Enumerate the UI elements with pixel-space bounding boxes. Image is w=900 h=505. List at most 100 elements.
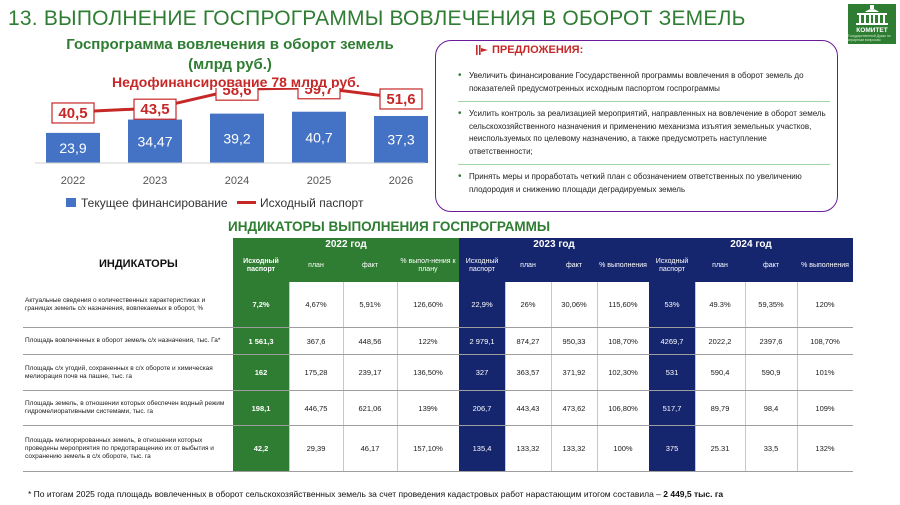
indicator-value: 98,4	[763, 403, 779, 413]
col-fact: факт	[566, 262, 582, 269]
indicator-name: Площадь с/х угодий, сохраненных в с/х об…	[25, 364, 213, 380]
cell-divider	[597, 391, 598, 425]
indicator-value: 120%	[815, 300, 835, 309]
x-tick-label: 2025	[307, 175, 331, 187]
bar-current-funding	[46, 132, 100, 163]
indicator-value: 59,35%	[758, 300, 784, 309]
indicator-value: 590,9	[761, 368, 781, 377]
indicator-value: 115,60%	[608, 300, 638, 309]
cell-divider	[289, 426, 290, 471]
indicator-value: 375	[649, 426, 695, 471]
indicator-value: 53%	[649, 282, 695, 327]
x-tick-label: 2026	[389, 175, 413, 187]
bar-value-label: 23,9	[59, 140, 86, 156]
cell-divider	[397, 426, 398, 471]
indicator-value: 621,06	[358, 403, 382, 413]
indicator-value: 239,17	[358, 368, 382, 377]
col-percent: % выполнения	[599, 262, 647, 269]
cell-divider	[397, 391, 398, 425]
cell-divider	[505, 355, 506, 390]
col-passport: Исходный паспорт	[243, 258, 279, 273]
cell-divider	[597, 328, 598, 354]
legend-label-passport: Исходный паспорт	[260, 196, 364, 210]
chart-title: Госпрограмма вовлечения в оборот земель	[66, 36, 394, 53]
indicator-value: 950,33	[562, 336, 586, 346]
col-percent: % выполнения	[801, 262, 849, 269]
indicator-value: 26%	[520, 300, 536, 309]
cell-divider	[797, 282, 798, 327]
cell-divider	[505, 391, 506, 425]
year-block-2023: 2023 год Исходный паспорт план факт % вы…	[459, 238, 649, 282]
indicator-value: 2022,2	[708, 336, 732, 346]
cell-divider	[597, 282, 598, 327]
indicator-value: 46,17	[360, 444, 380, 453]
cell-divider	[397, 355, 398, 390]
proposal-item: Усилить контроль за реализацией мероприя…	[458, 108, 830, 165]
proposals-heading-text: ПРЕДЛОЖЕНИЯ:	[492, 44, 584, 56]
indicator-value: 102,30%	[608, 368, 638, 377]
cell-divider	[551, 355, 552, 390]
cell-divider	[695, 282, 696, 327]
cell-divider	[551, 391, 552, 425]
cell-divider	[505, 426, 506, 471]
cell-divider	[797, 426, 798, 471]
indicator-value: 443,43	[516, 403, 540, 413]
bar-current-funding	[128, 119, 182, 163]
indicator-value: 371,92	[562, 368, 586, 377]
indicator-value: 126,60%	[413, 300, 443, 309]
indicator-value: 517,7	[649, 391, 695, 425]
table-row: Актуальные сведения о количественных хар…	[23, 282, 853, 328]
indicator-value: 133,32	[562, 444, 586, 453]
x-tick-label: 2023	[143, 175, 167, 187]
cell-divider	[397, 328, 398, 354]
indicator-value: 162	[233, 355, 289, 390]
indicators-label: ИНДИКАТОРЫ	[99, 258, 178, 270]
proposals-list: Увеличить финансирование Государственной…	[458, 70, 830, 208]
indicator-value: 531	[649, 355, 695, 390]
col-fact: факт	[763, 262, 779, 269]
funding-chart: 23,9 34,47 39,2 40,7 37,3 40,5 43,5 58,6 59,7 51,…	[35, 88, 428, 210]
col-passport: Исходный паспорт	[655, 258, 689, 273]
indicator-value: 198,1	[233, 391, 289, 425]
indicator-name: Площадь мелиорированных земель, в отноше…	[25, 436, 214, 460]
indicator-value: 175,28	[304, 368, 328, 377]
line-label-box	[51, 102, 95, 124]
proposals-heading: ПРЕДЛОЖЕНИЯ:	[475, 44, 583, 56]
line-label-box	[215, 88, 259, 101]
cell-divider	[343, 282, 344, 327]
x-tick-label: 2022	[61, 175, 85, 187]
hand-pointer-icon	[476, 45, 488, 55]
indicator-value: 590,4	[710, 368, 730, 377]
cell-divider	[551, 426, 552, 471]
cell-divider	[397, 282, 398, 327]
indicator-value: 327	[459, 355, 505, 390]
col-passport: Исходный паспорт	[465, 258, 499, 273]
footnote: * По итогам 2025 года площадь вовлеченны…	[28, 489, 723, 499]
line-value-label: 43,5	[140, 101, 169, 118]
indicator-name: Актуальные сведения о количественных хар…	[25, 296, 206, 312]
indicator-value: 448,56	[358, 336, 382, 346]
indicator-value: 4,67%	[305, 300, 327, 309]
indicator-value: 100%	[613, 444, 633, 453]
parliament-building-icon	[856, 5, 888, 25]
col-plan: план	[308, 262, 324, 269]
cell-divider	[343, 391, 344, 425]
footnote-text: * По итогам 2025 года площадь вовлеченны…	[28, 489, 664, 499]
indicator-value: 5,91%	[359, 300, 381, 309]
cell-divider	[695, 355, 696, 390]
indicator-value: 108,70%	[608, 336, 638, 346]
logo-text: КОМИТЕТ	[856, 27, 888, 34]
bar-value-label: 34,47	[137, 133, 172, 149]
bar-current-funding	[210, 113, 264, 163]
year-label-2023: 2023 год	[533, 239, 575, 250]
legend-swatch-bars	[66, 198, 76, 207]
indicator-value: 157,10%	[413, 444, 443, 453]
indicators-header: ИНДИКАТОРЫ 2022 год Исходный паспорт пла…	[23, 238, 853, 282]
legend-label-current: Текущее финансирование	[81, 196, 228, 210]
proposals-panel	[435, 40, 838, 212]
indicator-value: 874,27	[516, 336, 540, 346]
year-block-2022: 2022 год Исходный паспорт план факт % вы…	[233, 238, 459, 282]
cell-divider	[289, 282, 290, 327]
indicator-value: 89,79	[710, 403, 730, 413]
table-row: Площадь земель, в отношении которых обес…	[23, 391, 853, 426]
